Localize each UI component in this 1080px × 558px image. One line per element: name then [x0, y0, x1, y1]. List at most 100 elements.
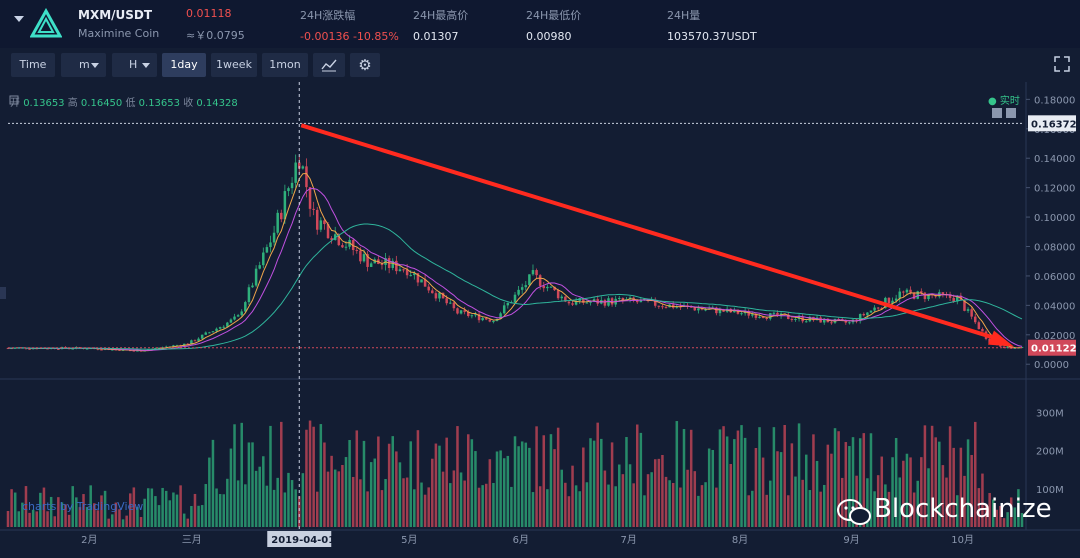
volume-bar — [157, 505, 161, 527]
volume-bar — [844, 442, 848, 527]
candle-body — [517, 289, 520, 295]
volume-bar — [938, 441, 941, 527]
candle-body — [894, 298, 898, 301]
volume-bar — [862, 433, 866, 527]
candle-body — [218, 327, 222, 329]
candle-body — [452, 302, 456, 309]
tradingview-watermark[interactable]: charts by TradingView — [22, 500, 144, 513]
volume-bar — [49, 496, 53, 527]
candle-body — [305, 166, 308, 188]
volume-bar — [905, 453, 909, 527]
volume-bar — [341, 464, 344, 527]
volume-bar — [10, 489, 13, 527]
volume-bar — [298, 496, 301, 527]
interval-1mon-button[interactable]: 1mon — [262, 53, 308, 77]
candle-body — [301, 166, 305, 169]
volume-bar — [977, 488, 981, 527]
chart-canvas[interactable]: 0.180000.160000.140000.120000.100000.080… — [0, 82, 1080, 555]
volume-bar — [704, 482, 707, 527]
volume-bar — [822, 484, 826, 527]
candle-body — [488, 319, 492, 322]
volume-bar — [866, 478, 869, 527]
volume-bar — [114, 502, 118, 527]
candle-body — [891, 300, 894, 304]
volume-bar — [434, 443, 438, 527]
ma30-line — [8, 223, 1023, 350]
candle-body — [769, 313, 772, 319]
pair-name[interactable]: MXM/USDT — [78, 8, 153, 22]
fullscreen-icon[interactable] — [1052, 54, 1072, 74]
volume-bar — [344, 457, 348, 527]
volume-bar — [283, 492, 287, 527]
volume-bar — [1006, 512, 1009, 527]
candle-body — [269, 242, 272, 248]
open-label: 开 — [10, 98, 20, 109]
time-tick-label: 7月 — [620, 534, 636, 546]
volume-bar — [549, 434, 553, 527]
volume-bar — [488, 459, 492, 527]
volume-bar — [999, 506, 1002, 527]
minute-dropdown[interactable]: m — [61, 53, 106, 77]
volume-bar — [150, 488, 154, 527]
candle-body — [477, 314, 481, 321]
candle-body — [157, 347, 161, 349]
candle-body — [776, 312, 779, 317]
low-label: 低 — [125, 98, 136, 109]
interval-1week-button[interactable]: 1week — [211, 53, 257, 77]
volume-bar — [499, 450, 502, 527]
volume-bar — [984, 504, 988, 527]
volume-bar — [718, 429, 722, 527]
candle-body — [873, 307, 876, 311]
pair-dropdown-icon[interactable] — [14, 16, 24, 22]
candle-body — [876, 307, 880, 309]
volume-bar — [725, 436, 729, 527]
volume-bar — [517, 446, 520, 527]
volume-bar — [812, 434, 815, 527]
candle-body — [822, 318, 826, 323]
volume-bar — [553, 449, 556, 527]
volume-bar — [146, 488, 150, 527]
volume-bar — [761, 457, 765, 527]
candle-body — [204, 332, 208, 335]
candle-body — [506, 302, 510, 306]
candle-body — [172, 345, 175, 347]
volume-bar — [589, 438, 592, 527]
candle-body — [420, 279, 423, 283]
candle-body — [312, 208, 315, 210]
candle-body — [866, 312, 869, 316]
volume-bar — [560, 469, 563, 527]
volume-bar — [89, 485, 92, 527]
ma5-line — [8, 172, 1023, 352]
candle-body — [621, 297, 625, 301]
candle-body — [927, 294, 930, 300]
price-tick-label: 0.0000 — [1034, 360, 1069, 371]
volume-bar — [82, 494, 85, 527]
volume-bar — [204, 484, 208, 527]
volume-bar — [636, 424, 639, 527]
volume-bar — [287, 472, 290, 527]
candle-body — [441, 292, 445, 299]
high-marker-label: 0.16372 — [1031, 119, 1077, 130]
volume-bar — [218, 494, 222, 527]
candle-body — [754, 314, 758, 318]
volume-bar — [420, 482, 423, 527]
indicators-button[interactable] — [313, 53, 345, 77]
volume-bar — [290, 480, 294, 527]
price-chart[interactable]: 0.180000.160000.140000.120000.100000.080… — [0, 82, 1080, 555]
settings-button[interactable]: ⚙ — [350, 53, 380, 77]
interval-1day-button[interactable]: 1day — [162, 53, 206, 77]
candle-body — [164, 346, 168, 348]
candle-body — [395, 260, 398, 272]
candle-body — [567, 301, 571, 304]
hour-dropdown[interactable]: H — [112, 53, 157, 77]
volume-bar — [736, 430, 740, 527]
time-button[interactable]: Time — [11, 53, 55, 77]
hour-label: H — [129, 58, 138, 71]
candle-body — [344, 246, 348, 248]
candle-body — [589, 301, 592, 303]
chevron-down-icon — [142, 63, 150, 68]
volume-bar — [269, 425, 272, 527]
candle-body — [837, 318, 840, 320]
volume-bar — [226, 478, 229, 527]
live-indicator[interactable]: ● 实时 — [988, 96, 1020, 107]
